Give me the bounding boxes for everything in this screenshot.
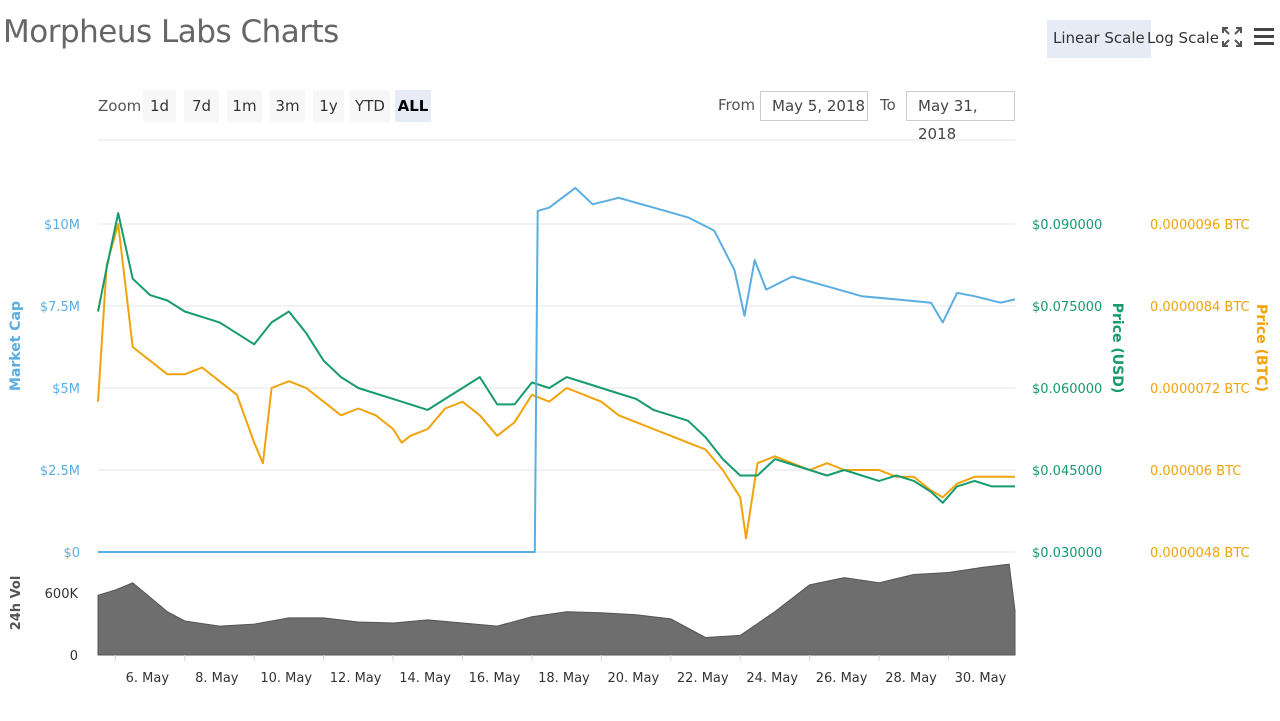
market-cap-axis-title: Market Cap [8,301,24,391]
x-tick-label: 28. May [885,671,937,686]
to-date-input[interactable]: May 31, 2018 [906,91,1015,143]
zoom-label: Zoom [98,97,142,115]
from-label: From [718,96,756,114]
linear-scale-button[interactable]: Linear Scale [1047,20,1151,58]
zoom-1y-button[interactable]: 1y [313,90,344,122]
zoom-1m-button[interactable]: 1m [227,90,262,122]
x-tick-label: 16. May [469,671,521,686]
page-title: Morpheus Labs Charts [3,14,339,50]
series-line-market-cap[interactable] [98,186,1016,553]
price-btc-tick-label: 0.0000084 BTC [1150,300,1250,315]
series-line-price-usd[interactable] [97,212,1015,504]
x-tick-label: 8. May [195,671,239,686]
market-cap-tick-label: $5M [52,382,80,397]
zoom-ytd-button[interactable]: YTD [350,90,390,122]
price-btc-tick-label: 0.0000072 BTC [1150,382,1250,397]
from-date-input[interactable]: May 5, 2018 [760,91,868,121]
price-usd-tick-label: $0.090000 [1032,218,1102,233]
market-cap-tick-label: $10M [44,218,80,233]
x-tick-label: 6. May [126,671,170,686]
hamburger-menu-icon[interactable] [1252,26,1276,48]
price-btc-tick-label: 0.0000096 BTC [1150,218,1250,233]
volume-axis-title: 24h Vol [9,576,24,631]
x-tick-label: 24. May [746,671,798,686]
zoom-3m-button[interactable]: 3m [270,90,305,122]
volume-tick-label: 600K [45,587,79,602]
volume-tick-label: 0 [70,649,78,664]
market-cap-tick-label: $2.5M [40,464,80,479]
price-btc-tick-label: 0.0000048 BTC [1150,546,1250,561]
x-tick-label: 26. May [816,671,868,686]
x-tick-label: 22. May [677,671,729,686]
market-cap-tick-label: $7.5M [40,300,80,315]
price-usd-tick-label: $0.045000 [1032,464,1102,479]
price-usd-tick-label: $0.030000 [1032,546,1102,561]
price-usd-tick-label: $0.060000 [1032,382,1102,397]
price-usd-tick-label: $0.075000 [1032,300,1102,315]
x-tick-label: 30. May [955,671,1007,686]
log-scale-button[interactable]: Log Scale [1147,29,1219,47]
zoom-all-button[interactable]: ALL [395,90,431,122]
to-label: To [880,96,896,114]
price-btc-axis-title: Price (BTC) [1253,304,1269,392]
x-tick-label: 12. May [330,671,382,686]
x-tick-label: 14. May [399,671,451,686]
market-cap-tick-label: $0 [63,546,80,561]
x-tick-label: 20. May [607,671,659,686]
volume-area[interactable] [97,563,1016,656]
series-line-price-btc[interactable] [97,223,1015,540]
zoom-7d-button[interactable]: 7d [184,90,219,122]
fullscreen-expand-icon[interactable] [1221,26,1243,48]
x-tick-label: 18. May [538,671,590,686]
x-tick-label: 10. May [260,671,312,686]
price-btc-tick-label: 0.000006 BTC [1150,464,1241,479]
zoom-1d-button[interactable]: 1d [143,90,176,122]
price-usd-axis-title: Price (USD) [1109,303,1125,394]
